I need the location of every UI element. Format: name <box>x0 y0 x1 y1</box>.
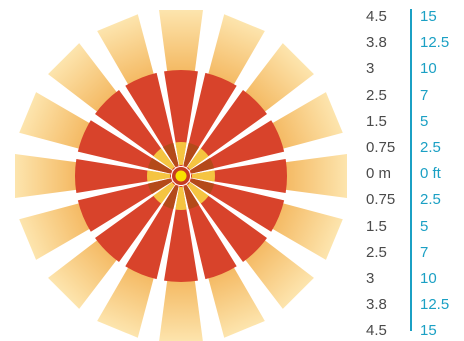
inner-beam-petal <box>77 178 173 232</box>
metric-label: 4.5 <box>366 322 387 340</box>
metric-label: 3.8 <box>366 296 387 314</box>
metric-label: 0.75 <box>366 139 396 156</box>
imperial-label: 0 ft <box>420 165 441 183</box>
inner-beam-petal <box>186 181 267 262</box>
core-petal <box>162 142 179 167</box>
imperial-label: 5 <box>420 217 429 235</box>
metric-label: 2.5 <box>366 86 387 104</box>
imperial-label: 7 <box>420 86 429 104</box>
core-petal <box>175 186 187 210</box>
inner-beam-petal <box>164 185 198 283</box>
core-petal <box>175 142 187 166</box>
metric-label: 3.8 <box>366 34 387 52</box>
imperial-label: 15 <box>420 322 437 340</box>
imperial-label: 7 <box>420 243 429 261</box>
metric-label: 1.5 <box>366 112 387 130</box>
imperial-label: 12.5 <box>420 34 450 52</box>
metric-label: 3 <box>366 60 375 78</box>
scale-divider <box>410 9 412 331</box>
inner-beam-petal <box>164 69 198 167</box>
inner-beam-petal <box>186 90 267 171</box>
inner-beam-petal <box>189 178 285 232</box>
core-petal <box>147 157 172 174</box>
metric-label: 2.5 <box>366 243 387 261</box>
inner-beam-petal <box>125 72 179 168</box>
core-petal <box>153 182 175 204</box>
imperial-label: 10 <box>420 270 437 287</box>
inner-beam-petal <box>95 181 176 262</box>
imperial-label: 15 <box>420 8 437 25</box>
imperial-label: 5 <box>420 112 429 130</box>
inner-beam-petal <box>74 159 172 193</box>
core-petal <box>187 182 209 204</box>
metric-label: 4.5 <box>366 8 387 25</box>
inner-beam-petal <box>190 159 288 193</box>
inner-beam-petal <box>125 184 179 280</box>
metric-label: 1.5 <box>366 217 387 235</box>
core-petal <box>191 170 215 182</box>
imperial-label: 10 <box>420 60 437 78</box>
core-petal <box>153 148 175 170</box>
center-point <box>175 170 187 182</box>
core-petal <box>183 185 200 210</box>
metric-label: 0.75 <box>366 191 396 209</box>
core-petal <box>190 157 215 174</box>
inner-beam-petal <box>189 120 285 174</box>
inner-beam-petal <box>183 72 237 168</box>
imperial-label: 12.5 <box>420 296 450 314</box>
metric-label: 3 <box>366 270 375 287</box>
core-petal <box>147 178 172 195</box>
beam-spread-diagram <box>15 10 347 341</box>
core-petal <box>190 178 215 195</box>
metric-label: 0 m <box>366 165 392 183</box>
core-petal <box>187 148 209 170</box>
imperial-label: 2.5 <box>420 191 441 209</box>
inner-beam-petal <box>95 90 176 171</box>
core-petal <box>162 185 179 210</box>
core-petal <box>183 142 200 167</box>
core-petal <box>147 170 171 182</box>
imperial-label: 2.5 <box>420 139 441 156</box>
inner-beam-petal <box>77 120 173 174</box>
inner-beam-petal <box>183 184 237 280</box>
